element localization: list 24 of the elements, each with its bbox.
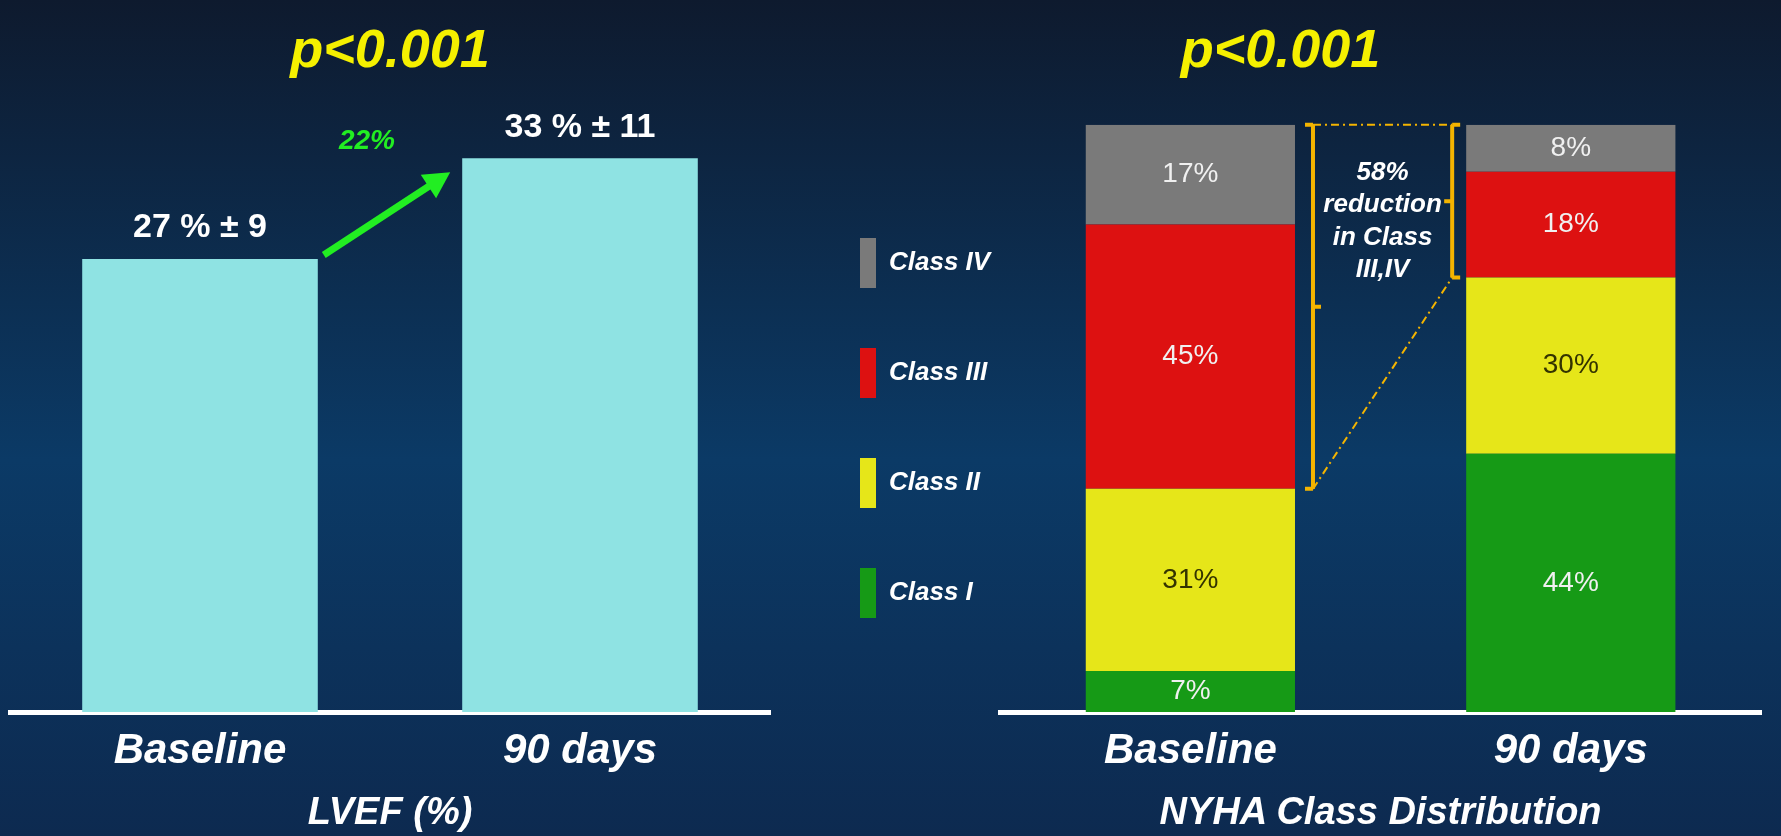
legend-label: Class IV	[889, 246, 993, 277]
x-tick-label: Baseline	[1103, 724, 1277, 772]
x-tick-label: 90 days	[502, 724, 658, 772]
annotation: 58% reduction in Class III,IV	[1322, 154, 1443, 285]
chart-title: p<0.001	[1178, 18, 1381, 79]
data-label: 8%	[1550, 131, 1592, 163]
x-axis-title: NYHA Class Distribution	[1159, 789, 1602, 832]
data-label: 44%	[1542, 565, 1599, 597]
data-label: 7%	[1170, 674, 1211, 706]
text: 22%	[337, 123, 396, 156]
legend-label: Class II	[889, 466, 981, 497]
data-label: 33 % ± 11	[504, 105, 656, 144]
data-label: 18%	[1542, 207, 1599, 239]
data-label: 45%	[1162, 339, 1219, 371]
legend-label: Class III	[889, 356, 989, 387]
x-tick-label: Baseline	[113, 724, 287, 772]
legend-label: Class I	[889, 576, 974, 607]
x-tick-label: 90 days	[1493, 724, 1648, 772]
x-axis-title: LVEF (%)	[307, 789, 473, 832]
data-label: 17%	[1162, 157, 1219, 189]
data-label: 27 % ± 9	[133, 206, 267, 245]
chart-title: p<0.001	[288, 18, 490, 79]
data-label: 31%	[1162, 562, 1219, 594]
data-label: 30%	[1542, 348, 1599, 380]
